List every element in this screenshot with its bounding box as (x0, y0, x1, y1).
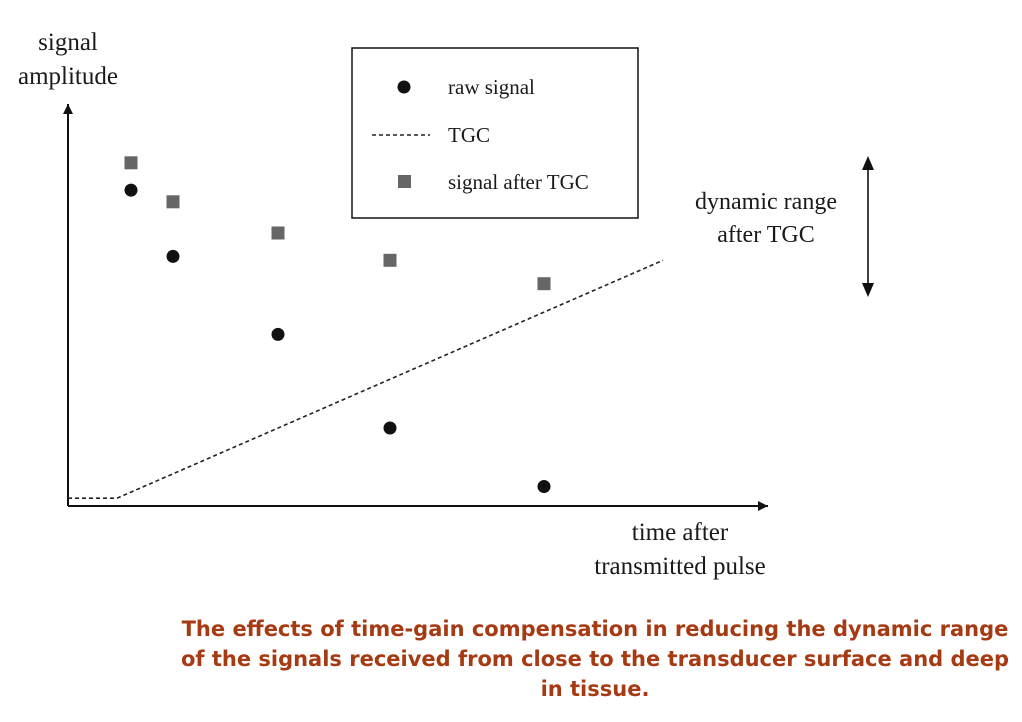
signal-after-tgc-point (537, 277, 551, 291)
dynamic-range-annotation: dynamic range after TGC (695, 156, 874, 297)
legend-swatch-signal-after-tgc (398, 175, 411, 188)
raw-signal-point (124, 183, 138, 197)
raw-signal-point (271, 327, 285, 341)
legend-label-signal-after-tgc: signal after TGC (448, 170, 589, 194)
legend-label-raw-signal: raw signal (448, 75, 535, 99)
legend: raw signal TGC signal after TGC (351, 47, 639, 219)
raw-signal-point (383, 421, 397, 435)
signal-after-tgc-point (166, 195, 180, 209)
annotation-text-line-1: dynamic range (695, 189, 837, 215)
signal-after-tgc-point (124, 156, 138, 170)
tgc-line (68, 259, 664, 500)
x-axis-label-line-2: transmitted pulse (594, 553, 766, 580)
figure-caption: The effects of time-gain compensation in… (180, 617, 1010, 701)
annotation-text-line-2: after TGC (717, 222, 815, 248)
raw-signal-point (166, 249, 180, 263)
y-axis-label-line-1: signal (38, 29, 98, 56)
raw-signal-point (537, 480, 551, 493)
data-points (124, 156, 551, 493)
legend-box (351, 47, 639, 219)
y-axis-label-line-2: amplitude (18, 63, 118, 90)
dynamic-range-arrow-head-down (862, 283, 874, 297)
legend-swatch-raw-signal (397, 80, 411, 94)
chart: signal amplitude time after transmitted … (18, 29, 874, 580)
x-axis-label-line-1: time after (632, 519, 729, 546)
signal-after-tgc-point (383, 253, 397, 267)
dynamic-range-arrow-head-up (862, 156, 874, 170)
signal-after-tgc-point (271, 226, 285, 240)
tgc-series (68, 259, 664, 500)
legend-label-tgc: TGC (448, 123, 490, 147)
